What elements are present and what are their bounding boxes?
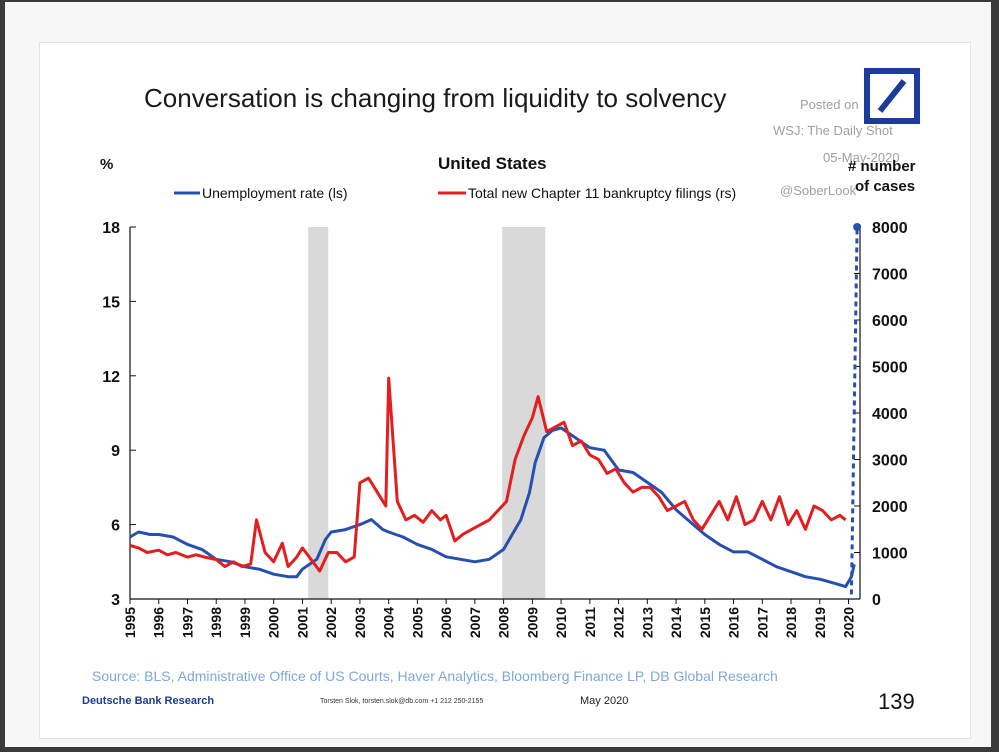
watermark-date: 05-May-2020 [823,150,900,165]
x-tick-label: 2013 [639,607,655,638]
x-tick-label: 1997 [179,607,195,638]
x-tick-label: 2011 [582,607,598,638]
axes [129,227,861,600]
screenshot-frame: Conversation is changing from liquidity … [5,2,991,747]
x-tick-label: 2006 [438,607,454,638]
series-line-1 [129,376,847,573]
x-tick-label: 2014 [668,607,684,638]
left-tick-label: 15 [102,294,120,311]
right-axis-unit-line1: # number [848,158,916,175]
x-tick-label: 1998 [208,607,224,638]
x-tick-label: 2012 [611,607,627,638]
right-tick-label: 6000 [872,313,908,330]
x-tick-label: 2007 [467,607,483,638]
page-number: 139 [878,689,915,714]
series-end-point [853,223,862,231]
right-tick-label: 4000 [872,406,908,423]
left-tick-label: 18 [102,220,120,237]
x-tick-label: 2015 [697,607,713,638]
x-tick-label: 2017 [754,607,770,638]
x-tick-label: 2001 [294,607,310,638]
axis-ticks: 3 6 9 12 15 18 0 1000 2000 3000 4000 5000 6000 7000 80… [102,220,907,638]
x-tick-label: 1999 [237,607,253,638]
left-tick-label: 3 [111,592,120,609]
recession-bands [308,227,546,599]
x-tick-label: 2000 [266,607,282,638]
watermark-handle: @SoberLook [780,183,857,198]
right-tick-label: 5000 [872,360,908,377]
footer-bank: Deutsche Bank Research [82,695,214,707]
x-tick-label: 2008 [496,607,512,638]
right-tick-label: 1000 [872,546,908,563]
right-axis-unit-line2: of cases [855,178,915,195]
footer-author: Torsten Slok, torsten.slok@db.com +1 212… [320,698,483,705]
x-tick-label: 1995 [122,607,138,638]
x-tick-label: 2016 [726,607,742,638]
chart-subtitle: United States [438,154,547,173]
left-tick-label: 9 [111,443,120,460]
left-tick-label: 12 [102,369,120,386]
source-note: Source: BLS, Administrative Office of US… [92,668,778,684]
legend-label-bankruptcy: Total new Chapter 11 bankruptcy filings … [468,185,736,201]
watermark-source: WSJ: The Daily Shot [773,123,893,138]
x-tick-label: 2004 [381,607,397,638]
x-tick-label: 1996 [151,607,167,638]
footer-date: May 2020 [580,695,628,707]
x-tick-label: 2005 [409,607,425,638]
right-tick-label: 7000 [872,267,908,284]
right-tick-label: 2000 [872,499,908,516]
deutsche-bank-logo [864,68,920,124]
x-tick-label: 2019 [812,607,828,638]
series-lines [129,223,862,595]
right-tick-label: 8000 [872,220,908,237]
x-tick-label: 2018 [783,607,799,638]
watermark-posted-on: Posted on [800,97,859,112]
right-tick-label: 3000 [872,453,908,470]
right-tick-label: 0 [872,592,881,609]
left-tick-label: 6 [111,518,120,535]
x-tick-label: 2010 [553,607,569,638]
series-line-2 [849,226,859,595]
chart-svg: Conversation is changing from liquidity … [82,68,920,714]
recession-band-0 [308,227,329,599]
x-tick-label: 2002 [323,607,339,638]
left-axis-unit: % [100,156,113,173]
slide: Conversation is changing from liquidity … [39,42,971,739]
legend-label-unemployment: Unemployment rate (ls) [202,185,348,201]
x-tick-label: 2003 [352,607,368,638]
series-line-0 [129,426,856,589]
x-tick-label: 2020 [841,607,857,638]
x-tick-label: 2009 [524,607,540,638]
chart-title: Conversation is changing from liquidity … [144,83,726,113]
